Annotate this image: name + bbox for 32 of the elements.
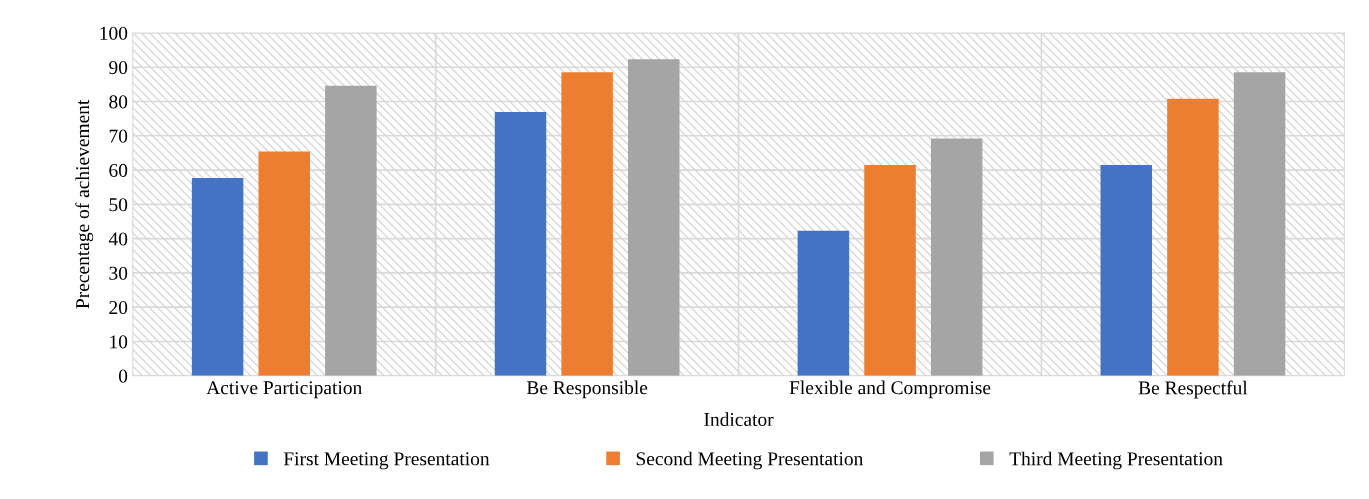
- legend-label: First Meeting Presentation: [283, 452, 490, 470]
- y-tick-label: 0: [118, 369, 128, 383]
- y-tick-label: 90: [109, 61, 128, 75]
- bar: [628, 59, 680, 376]
- legend-label: Second Meeting Presentation: [636, 451, 864, 470]
- bar: [797, 230, 850, 376]
- x-tick-label: Be Respectful: [1138, 380, 1248, 399]
- x-axis-title: Indicator: [704, 412, 774, 427]
- bar: [191, 177, 244, 376]
- y-axis-title: Precentage of achievement: [75, 99, 94, 309]
- y-tick-label: 30: [109, 266, 128, 280]
- y-tick-label: 10: [110, 335, 128, 349]
- bar: [494, 112, 547, 376]
- x-tick-label: Active Participation: [206, 381, 362, 399]
- x-tick-label: Flexible and Compromise: [789, 380, 991, 399]
- legend-label: Third Meeting Presentation: [1009, 451, 1223, 470]
- bar: [1167, 98, 1219, 376]
- bar: [864, 164, 916, 376]
- bar: [561, 72, 613, 376]
- y-tick-label: 40: [108, 232, 128, 246]
- bar: [258, 151, 310, 376]
- bar: [325, 85, 377, 376]
- y-tick-label: 100: [100, 26, 128, 40]
- y-tick-label: 80: [109, 95, 128, 109]
- bar: [1233, 72, 1286, 376]
- y-tick-label: 20: [109, 301, 128, 315]
- y-tick-label: 50: [109, 198, 128, 212]
- bar: [1100, 164, 1153, 376]
- y-tick-label: 60: [109, 163, 128, 177]
- y-tick-label: 70: [109, 129, 128, 143]
- bar: [930, 138, 983, 376]
- x-tick-label: Be Responsible: [526, 380, 648, 399]
